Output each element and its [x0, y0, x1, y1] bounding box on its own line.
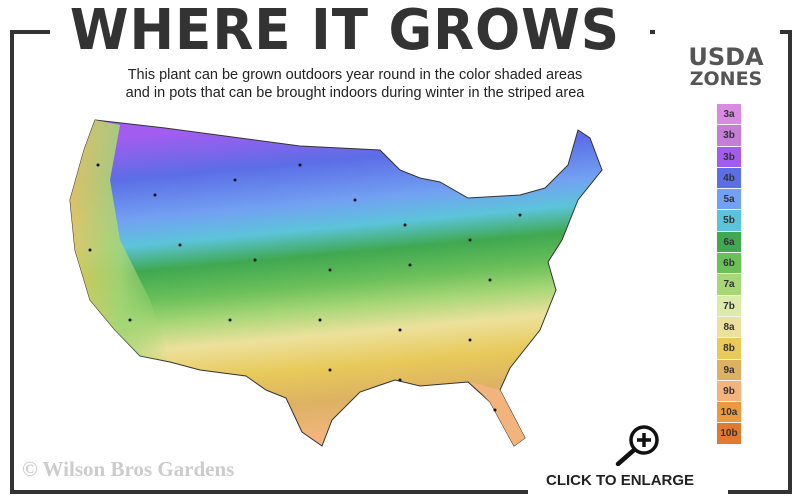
subtitle-line: This plant can be grown outdoors year ro…: [127, 67, 583, 83]
legend-title-line: ZONES: [689, 68, 763, 90]
legend-zone-5b: 5b: [717, 210, 741, 232]
legend-zone-6b: 6b: [717, 253, 741, 275]
zone-legend: 3a 3b 3b 4b 5a 5b 6a 6b 7a 7b 8a 8b 9a 9b 10a 10b: [717, 104, 741, 445]
legend-title: USDA ZONES: [676, 43, 776, 90]
legend-zone-7a: 7a: [717, 274, 741, 296]
legend-zone-5a: 5a: [717, 189, 741, 211]
us-outline: [69, 119, 603, 447]
frame-gap: [50, 24, 650, 38]
legend-zone-6a: 6a: [717, 231, 741, 254]
watermark: © Wilson Bros Gardens: [22, 457, 235, 481]
subtitle: This plant can be grown outdoors year ro…: [40, 66, 670, 102]
west-coast-zone: [70, 120, 170, 362]
legend-zone-3b: 3b: [717, 146, 741, 168]
usda-zone-map[interactable]: [60, 110, 630, 455]
legend-zone-4b: 4b: [717, 167, 741, 190]
florida-zone: [470, 382, 525, 446]
legend-zone-10b: 10b: [717, 423, 741, 445]
legend-zone-9b: 9b: [717, 380, 741, 403]
legend-zone-3a: 3a: [717, 104, 741, 126]
subtitle-line: and in pots that can be brought indoors …: [125, 85, 585, 101]
legend-zone-8a: 8a: [717, 316, 741, 339]
legend-zone-8b: 8b: [717, 338, 741, 360]
magnifier-plus-icon[interactable]: [610, 424, 666, 466]
city-dots: [88, 163, 522, 412]
legend-title-line: USDA: [688, 43, 764, 71]
legend-zone-9a: 9a: [717, 359, 741, 381]
legend-zone-7b: 7b: [717, 295, 741, 317]
frame-gap: [655, 24, 780, 38]
legend-zone-10a: 10a: [717, 402, 741, 424]
page-title: WHERE IT GROWS: [69, 0, 621, 63]
frame-gap: [528, 480, 728, 500]
click-to-enlarge-button[interactable]: CLICK TO ENLARGE: [546, 472, 695, 489]
legend-zone-3b: 3b: [717, 125, 741, 147]
